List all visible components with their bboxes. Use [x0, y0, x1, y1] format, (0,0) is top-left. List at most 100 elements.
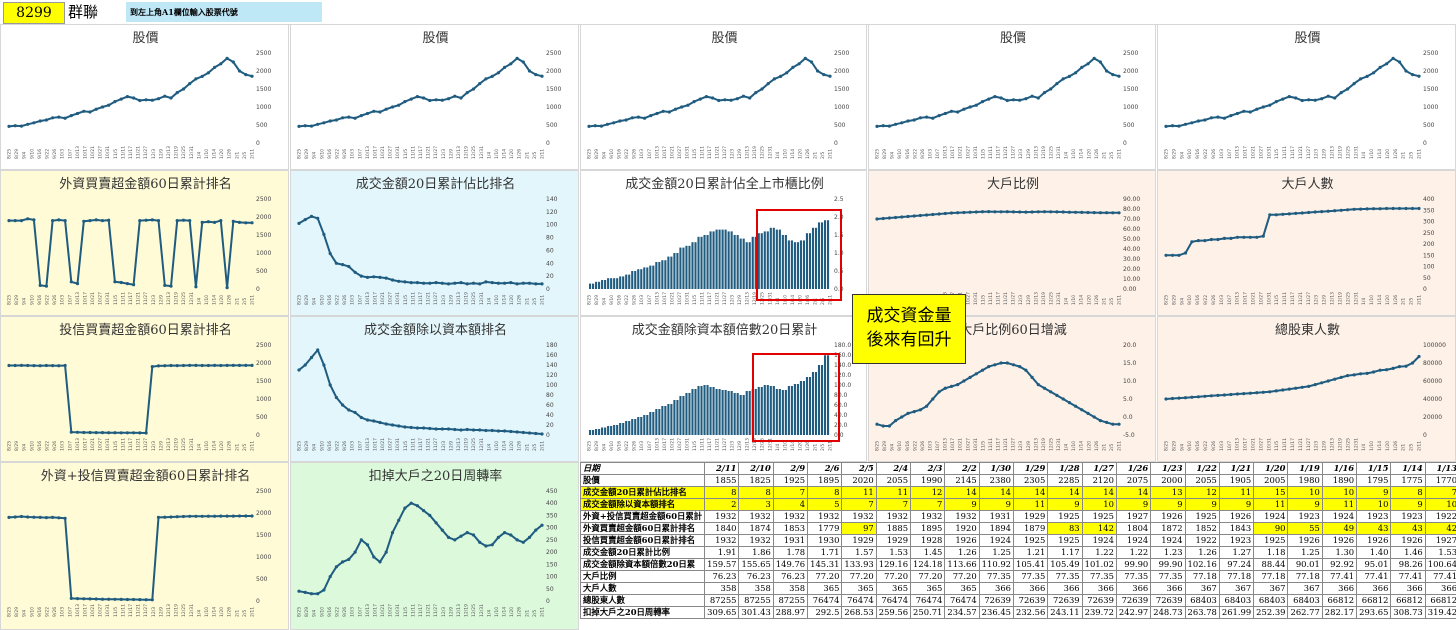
date-header-cell[interactable]: 2/9 [772, 462, 809, 475]
table-cell[interactable]: 7 [1424, 486, 1456, 499]
table-cell[interactable]: 1925 [1047, 534, 1083, 547]
table-cell[interactable]: 124.18 [910, 558, 946, 571]
table-cell[interactable]: 10 [1424, 498, 1456, 511]
date-header-cell[interactable]: 2/3 [910, 462, 946, 475]
date-header-cell[interactable]: 2/11 [704, 462, 740, 475]
table-cell[interactable]: 366 [1390, 582, 1426, 595]
table-cell[interactable]: 49 [1321, 522, 1358, 535]
table-cell[interactable]: 1.21 [1012, 546, 1049, 559]
table-cell[interactable]: 1.45 [910, 546, 946, 559]
table-cell[interactable]: 366 [1356, 582, 1392, 595]
table-cell[interactable]: 12 [910, 486, 946, 499]
table-cell[interactable]: 1.30 [1321, 546, 1358, 559]
date-header-cell[interactable]: 2/10 [738, 462, 774, 475]
table-cell[interactable]: 87255 [704, 594, 740, 607]
date-header-cell[interactable]: 1/29 [1012, 462, 1049, 475]
table-cell[interactable]: 1924 [1081, 534, 1117, 547]
table-cell[interactable]: 1925 [1081, 510, 1117, 523]
row-label[interactable]: 成交金額除以資本額排名 [580, 498, 706, 511]
table-cell[interactable]: 1.71 [807, 546, 843, 559]
table-cell[interactable]: 11 [1012, 498, 1049, 511]
date-header-cell[interactable]: 2/6 [807, 462, 843, 475]
table-cell[interactable]: 77.35 [1012, 570, 1049, 583]
table-cell[interactable]: 1925 [1047, 510, 1083, 523]
table-cell[interactable]: 1.91 [704, 546, 740, 559]
table-cell[interactable]: 14 [1081, 486, 1117, 499]
table-cell[interactable]: 1853 [772, 522, 809, 535]
table-cell[interactable]: 14 [1115, 486, 1152, 499]
table-cell[interactable]: 358 [738, 582, 774, 595]
table-cell[interactable]: 159.57 [704, 558, 740, 571]
table-cell[interactable]: 1.17 [1047, 546, 1083, 559]
table-cell[interactable]: 88.44 [1253, 558, 1289, 571]
table-cell[interactable]: 1924 [1150, 534, 1186, 547]
table-cell[interactable]: 1.26 [1184, 546, 1220, 559]
table-cell[interactable]: 1924 [1115, 534, 1152, 547]
table-cell[interactable]: 1926 [1287, 534, 1323, 547]
table-cell[interactable]: 2305 [1012, 474, 1049, 487]
table-cell[interactable]: 95.01 [1356, 558, 1392, 571]
table-cell[interactable]: 1932 [704, 534, 740, 547]
table-cell[interactable]: 1925 [1012, 534, 1049, 547]
table-cell[interactable]: 105.41 [1012, 558, 1049, 571]
table-cell[interactable]: 7 [875, 498, 912, 511]
table-cell[interactable]: 87255 [738, 594, 774, 607]
chart-panel-p10[interactable]: 大戶人數 400 350 300 250 200 150 100 50 0 8/25 8/29 9/4 9… [1157, 170, 1456, 316]
table-cell[interactable]: 90.01 [1287, 558, 1323, 571]
table-cell[interactable]: 365 [875, 582, 912, 595]
table-cell[interactable]: 76474 [910, 594, 946, 607]
date-header-cell[interactable]: 1/22 [1184, 462, 1220, 475]
date-header-cell[interactable]: 2/4 [875, 462, 912, 475]
table-cell[interactable]: 1.78 [772, 546, 809, 559]
table-cell[interactable]: 11 [1253, 498, 1289, 511]
chart-panel-p17[interactable]: 扣掉大戶之20日周轉率 450 400 350 300 250 200 150 100 50 0 8/… [290, 462, 579, 630]
table-cell[interactable]: 292.5 [807, 606, 843, 619]
table-cell[interactable]: 5 [807, 498, 843, 511]
table-cell[interactable]: 1.27 [1218, 546, 1255, 559]
table-cell[interactable]: 9 [1150, 498, 1186, 511]
table-cell[interactable]: 113.66 [944, 558, 980, 571]
table-cell[interactable]: 1894 [978, 522, 1014, 535]
chart-panel-p12[interactable]: 成交金額除以資本額排名 180 160 140 120 100 80 60 40 20 0 8/25 8… [290, 316, 579, 462]
date-header-cell[interactable]: 1/14 [1390, 462, 1426, 475]
table-cell[interactable]: 282.17 [1321, 606, 1358, 619]
table-cell[interactable]: 77.35 [978, 570, 1014, 583]
table-cell[interactable]: 97.24 [1218, 558, 1255, 571]
date-header-cell[interactable]: 1/27 [1081, 462, 1117, 475]
table-cell[interactable]: 2285 [1047, 474, 1083, 487]
table-cell[interactable]: 1923 [1390, 510, 1426, 523]
table-cell[interactable]: 1990 [910, 474, 946, 487]
table-cell[interactable]: 301.43 [738, 606, 774, 619]
table-cell[interactable]: 92.92 [1321, 558, 1358, 571]
table-cell[interactable]: 365 [944, 582, 980, 595]
table-cell[interactable]: 1890 [1321, 474, 1358, 487]
table-cell[interactable]: 9 [1047, 498, 1083, 511]
table-cell[interactable]: 68403 [1218, 594, 1255, 607]
table-cell[interactable]: 1.25 [978, 546, 1014, 559]
table-cell[interactable]: 1843 [1218, 522, 1255, 535]
table-cell[interactable]: 1770 [1424, 474, 1456, 487]
table-cell[interactable]: 367 [1184, 582, 1220, 595]
table-cell[interactable]: 9 [1115, 498, 1152, 511]
table-cell[interactable]: 366 [1150, 582, 1186, 595]
table-cell[interactable]: 1872 [1150, 522, 1186, 535]
table-cell[interactable]: 102.16 [1184, 558, 1220, 571]
table-cell[interactable]: 1.25 [1287, 546, 1323, 559]
table-cell[interactable]: 358 [704, 582, 740, 595]
table-cell[interactable]: 1.22 [1115, 546, 1152, 559]
table-cell[interactable]: 11 [841, 486, 877, 499]
chart-panel-p4[interactable]: 股價 2500 2000 1500 1000 500 0 8/25 8/29 9/4 9/10 9/1… [868, 24, 1156, 170]
table-cell[interactable]: 1932 [910, 510, 946, 523]
chart-panel-p6[interactable]: 外資買賣超金額60日累計排名 2500 2000 1500 1000 500 0 8/25 8/… [0, 170, 289, 316]
table-cell[interactable]: 1.46 [1390, 546, 1426, 559]
table-cell[interactable]: 72639 [1150, 594, 1186, 607]
table-cell[interactable]: 1895 [807, 474, 843, 487]
table-cell[interactable]: 11 [875, 486, 912, 499]
chart-panel-p1[interactable]: 股價 2500 2000 1500 1000 500 0 8/25 8/29 9/4 9/10 9/1… [0, 24, 289, 170]
date-header-cell[interactable]: 1/15 [1356, 462, 1392, 475]
table-cell[interactable]: 76474 [875, 594, 912, 607]
row-label[interactable]: 股價 [580, 474, 706, 487]
table-cell[interactable]: 68403 [1253, 594, 1289, 607]
date-header-cell[interactable]: 1/21 [1218, 462, 1255, 475]
table-cell[interactable]: 2075 [1115, 474, 1152, 487]
